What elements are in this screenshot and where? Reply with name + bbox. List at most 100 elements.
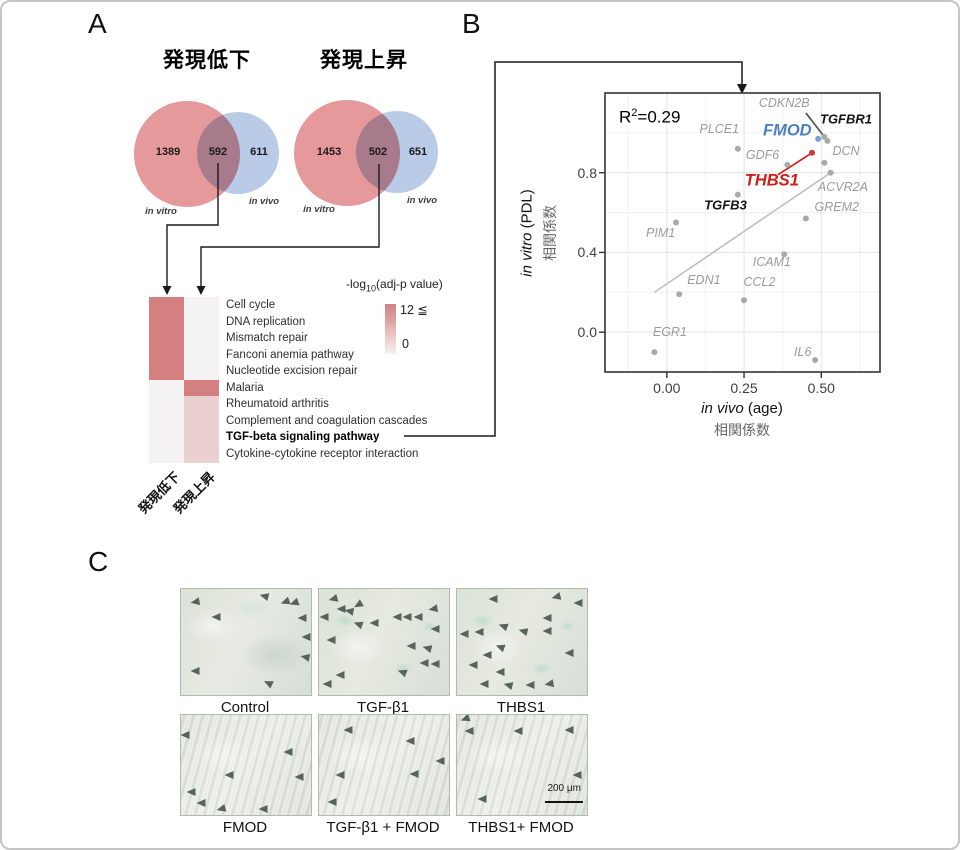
cell-arrowhead-icon: [517, 626, 529, 637]
scatter-x-axis-title-jp: 相関係数: [714, 422, 770, 438]
scatter-r2-label: R2=0.29: [619, 107, 681, 127]
gene-label-fmod: FMOD: [763, 121, 812, 140]
heatmap-cell: [149, 445, 184, 463]
gene-label-dcn: DCN: [832, 143, 860, 158]
panel-c-letter: C: [88, 546, 109, 577]
cell-arrowhead-icon: [479, 680, 489, 689]
cell-arrowhead-icon: [190, 596, 201, 607]
scalebar-line: [545, 801, 583, 803]
cell-arrowhead-icon: [459, 629, 468, 638]
venn-down-invivo-label: in vivo: [248, 196, 280, 207]
arrow-down-col1-icon: [162, 286, 172, 295]
cell-arrowhead-icon: [564, 648, 574, 657]
gene-label-plce1: PLCE1: [699, 121, 740, 136]
scatter-point-thbs1: [809, 149, 816, 156]
micrograph-label-1: Control: [220, 699, 270, 716]
heatmap-cell: [184, 412, 219, 430]
venn-down-right-count: 611: [250, 146, 268, 158]
cell-arrowhead-icon: [488, 594, 498, 603]
micrograph-label-5: TGF-β1 + FMOD: [326, 819, 440, 836]
cell-arrowhead-icon: [283, 748, 293, 756]
gene-label-acvr2a: ACVR2A: [817, 179, 868, 194]
micrograph-image-2: [318, 588, 450, 696]
heatmap-cell: [184, 330, 219, 347]
scatter-point-plce1: [734, 145, 741, 152]
scatter-x-axis-title: in vivo (age): [701, 400, 783, 417]
cell-arrowhead-icon: [430, 625, 440, 634]
cell-arrowhead-icon: [402, 612, 412, 621]
heatmap-legend-max: 12 ≦: [400, 303, 428, 317]
venn-up-invitro-label: in vitro: [303, 204, 335, 215]
cell-arrowhead-icon: [301, 632, 311, 641]
heatmap-cell: [184, 313, 219, 331]
scatter-point-gdf6: [784, 161, 791, 168]
cell-arrowhead-icon: [494, 641, 506, 653]
cell-arrowhead-icon: [513, 727, 523, 735]
scatter-y-axis-title: in vitro (PDL): [518, 189, 536, 277]
cell-arrowhead-icon: [369, 618, 379, 627]
heatmap-legend-min: 0: [402, 337, 409, 351]
cell-arrowhead-icon: [322, 680, 332, 689]
panel-b-letter: B: [462, 8, 481, 39]
cell-arrowhead-icon: [435, 757, 445, 765]
cell-arrowhead-icon: [297, 613, 307, 622]
scatter-point-dcn: [821, 159, 828, 166]
micrograph-image-5: [318, 714, 450, 816]
cell-arrowhead-icon: [224, 771, 234, 779]
cell-arrowhead-icon: [525, 681, 535, 690]
cell-arrowhead-icon: [409, 770, 419, 778]
gene-label-pim1: PIM1: [646, 225, 676, 240]
cell-arrowhead-icon: [542, 613, 552, 622]
scatter-y-axis-title-jp: 相関係数: [542, 205, 558, 261]
y-tick-label: 0.8: [577, 164, 597, 181]
scatter-point-tgfbr1: [824, 137, 831, 144]
venn-up-left-count: 1453: [316, 146, 342, 158]
arrow-down-scatter-icon: [737, 84, 747, 94]
scatter-point-cdkn2b: [821, 133, 828, 140]
gene-label-icam1: ICAM1: [752, 255, 791, 270]
gene-label-thbs1: THBS1: [744, 171, 799, 190]
heatmap-cell: [184, 379, 219, 397]
scatter-point-egr1: [651, 349, 658, 356]
cell-arrowhead-icon: [258, 591, 270, 602]
panel-a-letter: A: [88, 8, 107, 39]
cell-arrowhead-icon: [186, 788, 196, 796]
cell-arrowhead-icon: [406, 642, 416, 651]
cell-arrowhead-icon: [468, 661, 478, 670]
heatmap-row-label: Rheumatoid arthritis: [226, 398, 329, 410]
cell-arrowhead-icon: [211, 612, 221, 621]
heatmap-cell: [149, 313, 184, 331]
scatter-point-acvr2a: [827, 169, 834, 176]
cell-arrowhead-icon: [327, 798, 337, 806]
cell-arrowhead-icon: [396, 666, 408, 677]
regression-line: [654, 172, 831, 293]
cell-arrowhead-icon: [477, 795, 487, 803]
heatmap-cell: [184, 346, 219, 364]
micrograph-label-6: THBS1+ FMOD: [468, 819, 574, 836]
heatmap-row-label: Malaria: [226, 381, 264, 394]
scatter-point-grem2: [802, 215, 809, 222]
heatmap-row-label: Complement and coagulation cascades: [226, 414, 428, 427]
micrograph-label-3: THBS1: [496, 699, 546, 716]
heatmap-row-label: Cell cycle: [226, 299, 276, 311]
gene-label-edn1: EDN1: [687, 273, 721, 288]
gene-label-cdkn2b: CDKN2B: [758, 95, 810, 110]
heatmap-row-label: Cytokine-cytokine receptor interaction: [226, 447, 419, 460]
cell-arrowhead-icon: [262, 677, 274, 689]
gene-label-egr1: EGR1: [652, 325, 687, 340]
scatter-point-il6: [812, 357, 819, 364]
scatter-point-edn1: [676, 291, 683, 298]
micrograph-image-6: 200 μm: [456, 714, 588, 816]
heatmap-cell: [149, 297, 184, 314]
gene-label-tgfbr1: TGFBR1: [820, 111, 872, 127]
cell-arrowhead-icon: [405, 737, 415, 745]
cell-arrowhead-icon: [335, 771, 345, 779]
heatmap-legend-colorbar: [385, 304, 396, 354]
cell-arrowhead-icon: [258, 805, 268, 813]
cell-arrowhead-icon: [550, 592, 562, 603]
cell-arrowhead-icon: [572, 771, 582, 779]
cell-arrowhead-icon: [181, 731, 190, 739]
micrograph-label-2: TGF-β1: [357, 699, 409, 716]
cell-arrowhead-icon: [327, 593, 339, 604]
